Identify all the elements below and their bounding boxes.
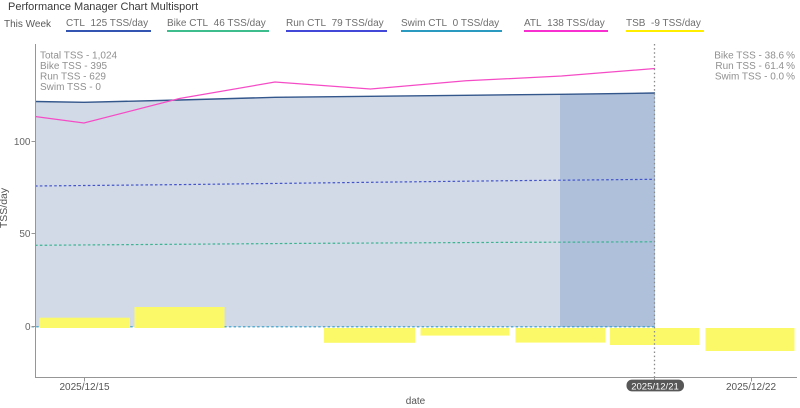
- svg-text:Run TSS - 61.4 %: Run TSS - 61.4 %: [715, 61, 795, 72]
- svg-text:Swim TSS - 0.0 %: Swim TSS - 0.0 %: [715, 71, 795, 82]
- svg-text:Bike TSS - 38.6 %: Bike TSS - 38.6 %: [714, 51, 795, 62]
- svg-text:TSS/day: TSS/day: [0, 187, 10, 228]
- svg-text:100: 100: [14, 137, 31, 148]
- svg-text:0: 0: [25, 322, 31, 333]
- svg-text:Total TSS - 1,024: Total TSS - 1,024: [40, 51, 118, 62]
- svg-text:Swim TSS - 0: Swim TSS - 0: [40, 82, 101, 93]
- svg-text:2025/12/22: 2025/12/22: [726, 382, 776, 393]
- svg-text:50: 50: [19, 229, 31, 240]
- svg-text:Bike TSS - 395: Bike TSS - 395: [40, 61, 108, 72]
- svg-text:Run TSS - 629: Run TSS - 629: [40, 71, 106, 82]
- svg-text:2025/12/15: 2025/12/15: [59, 382, 109, 393]
- svg-text:2025/12/21: 2025/12/21: [631, 381, 679, 392]
- svg-text:date: date: [406, 396, 426, 407]
